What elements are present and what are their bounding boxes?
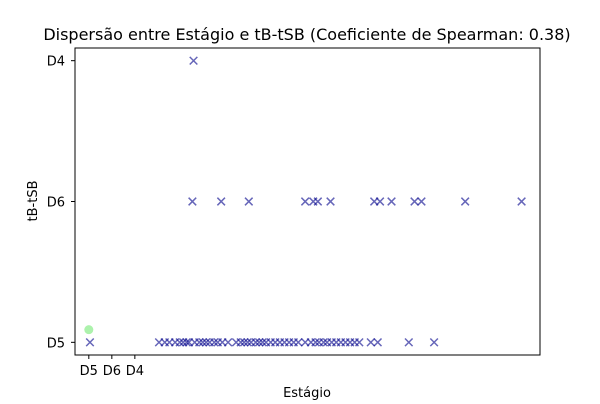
x-axis-label: Estágio — [283, 386, 331, 400]
y-axis-label: tB-tSB — [26, 181, 41, 222]
data-point-cross — [243, 337, 252, 347]
data-point-cross — [410, 197, 419, 206]
data-point-cross — [223, 337, 233, 347]
data-point-cross — [417, 197, 426, 206]
data-point-cross — [239, 337, 249, 347]
data-point-cross — [254, 337, 264, 347]
data-point-cross — [300, 197, 310, 206]
chart-title: Dispersão entre Estágio e tB-tSB (Coefic… — [43, 25, 570, 44]
data-point-cross — [188, 197, 197, 206]
data-point-cross — [251, 337, 261, 347]
data-point-cross — [189, 56, 198, 66]
x-tick-label: D4 — [126, 364, 144, 379]
data-point-cross — [404, 337, 414, 347]
data-point-cross — [209, 337, 219, 347]
data-point-cross — [194, 337, 204, 347]
y-axis-ticks: D5 D6 D4 — [47, 55, 75, 351]
data-point-cross — [354, 337, 364, 347]
data-point-cross — [216, 197, 226, 206]
data-point-cross — [375, 197, 385, 206]
x-tick-label: D5 — [80, 364, 98, 379]
data-point-cross — [236, 337, 246, 347]
data-point-cross — [460, 197, 470, 206]
data-point-cross — [198, 337, 208, 347]
data-point-cross — [313, 197, 323, 206]
data-point-cross — [373, 337, 383, 347]
data-point-cross — [366, 337, 376, 347]
data-point-cross — [319, 337, 328, 347]
data-point-cross — [258, 337, 267, 347]
data-point-cross — [517, 197, 526, 206]
data-point-circle — [84, 325, 94, 335]
data-point-cross — [326, 197, 335, 206]
data-point-cross — [311, 337, 320, 347]
data-point-cross — [201, 337, 211, 347]
y-tick-label: D4 — [47, 55, 65, 70]
plot-area-frame — [74, 47, 541, 356]
data-point-cross — [244, 197, 254, 206]
data-point-cross — [429, 337, 439, 347]
x-tick-label: D6 — [103, 364, 121, 379]
data-point-cross — [293, 337, 303, 347]
y-tick-label: D5 — [47, 336, 65, 351]
x-axis-ticks: D5 D6 D4 — [80, 355, 144, 379]
data-point-cross — [175, 337, 185, 347]
data-points — [84, 56, 526, 347]
data-point-cross — [182, 337, 191, 347]
data-point-cross — [387, 197, 396, 206]
y-tick-label: D6 — [47, 196, 65, 211]
data-point-cross — [85, 337, 95, 347]
